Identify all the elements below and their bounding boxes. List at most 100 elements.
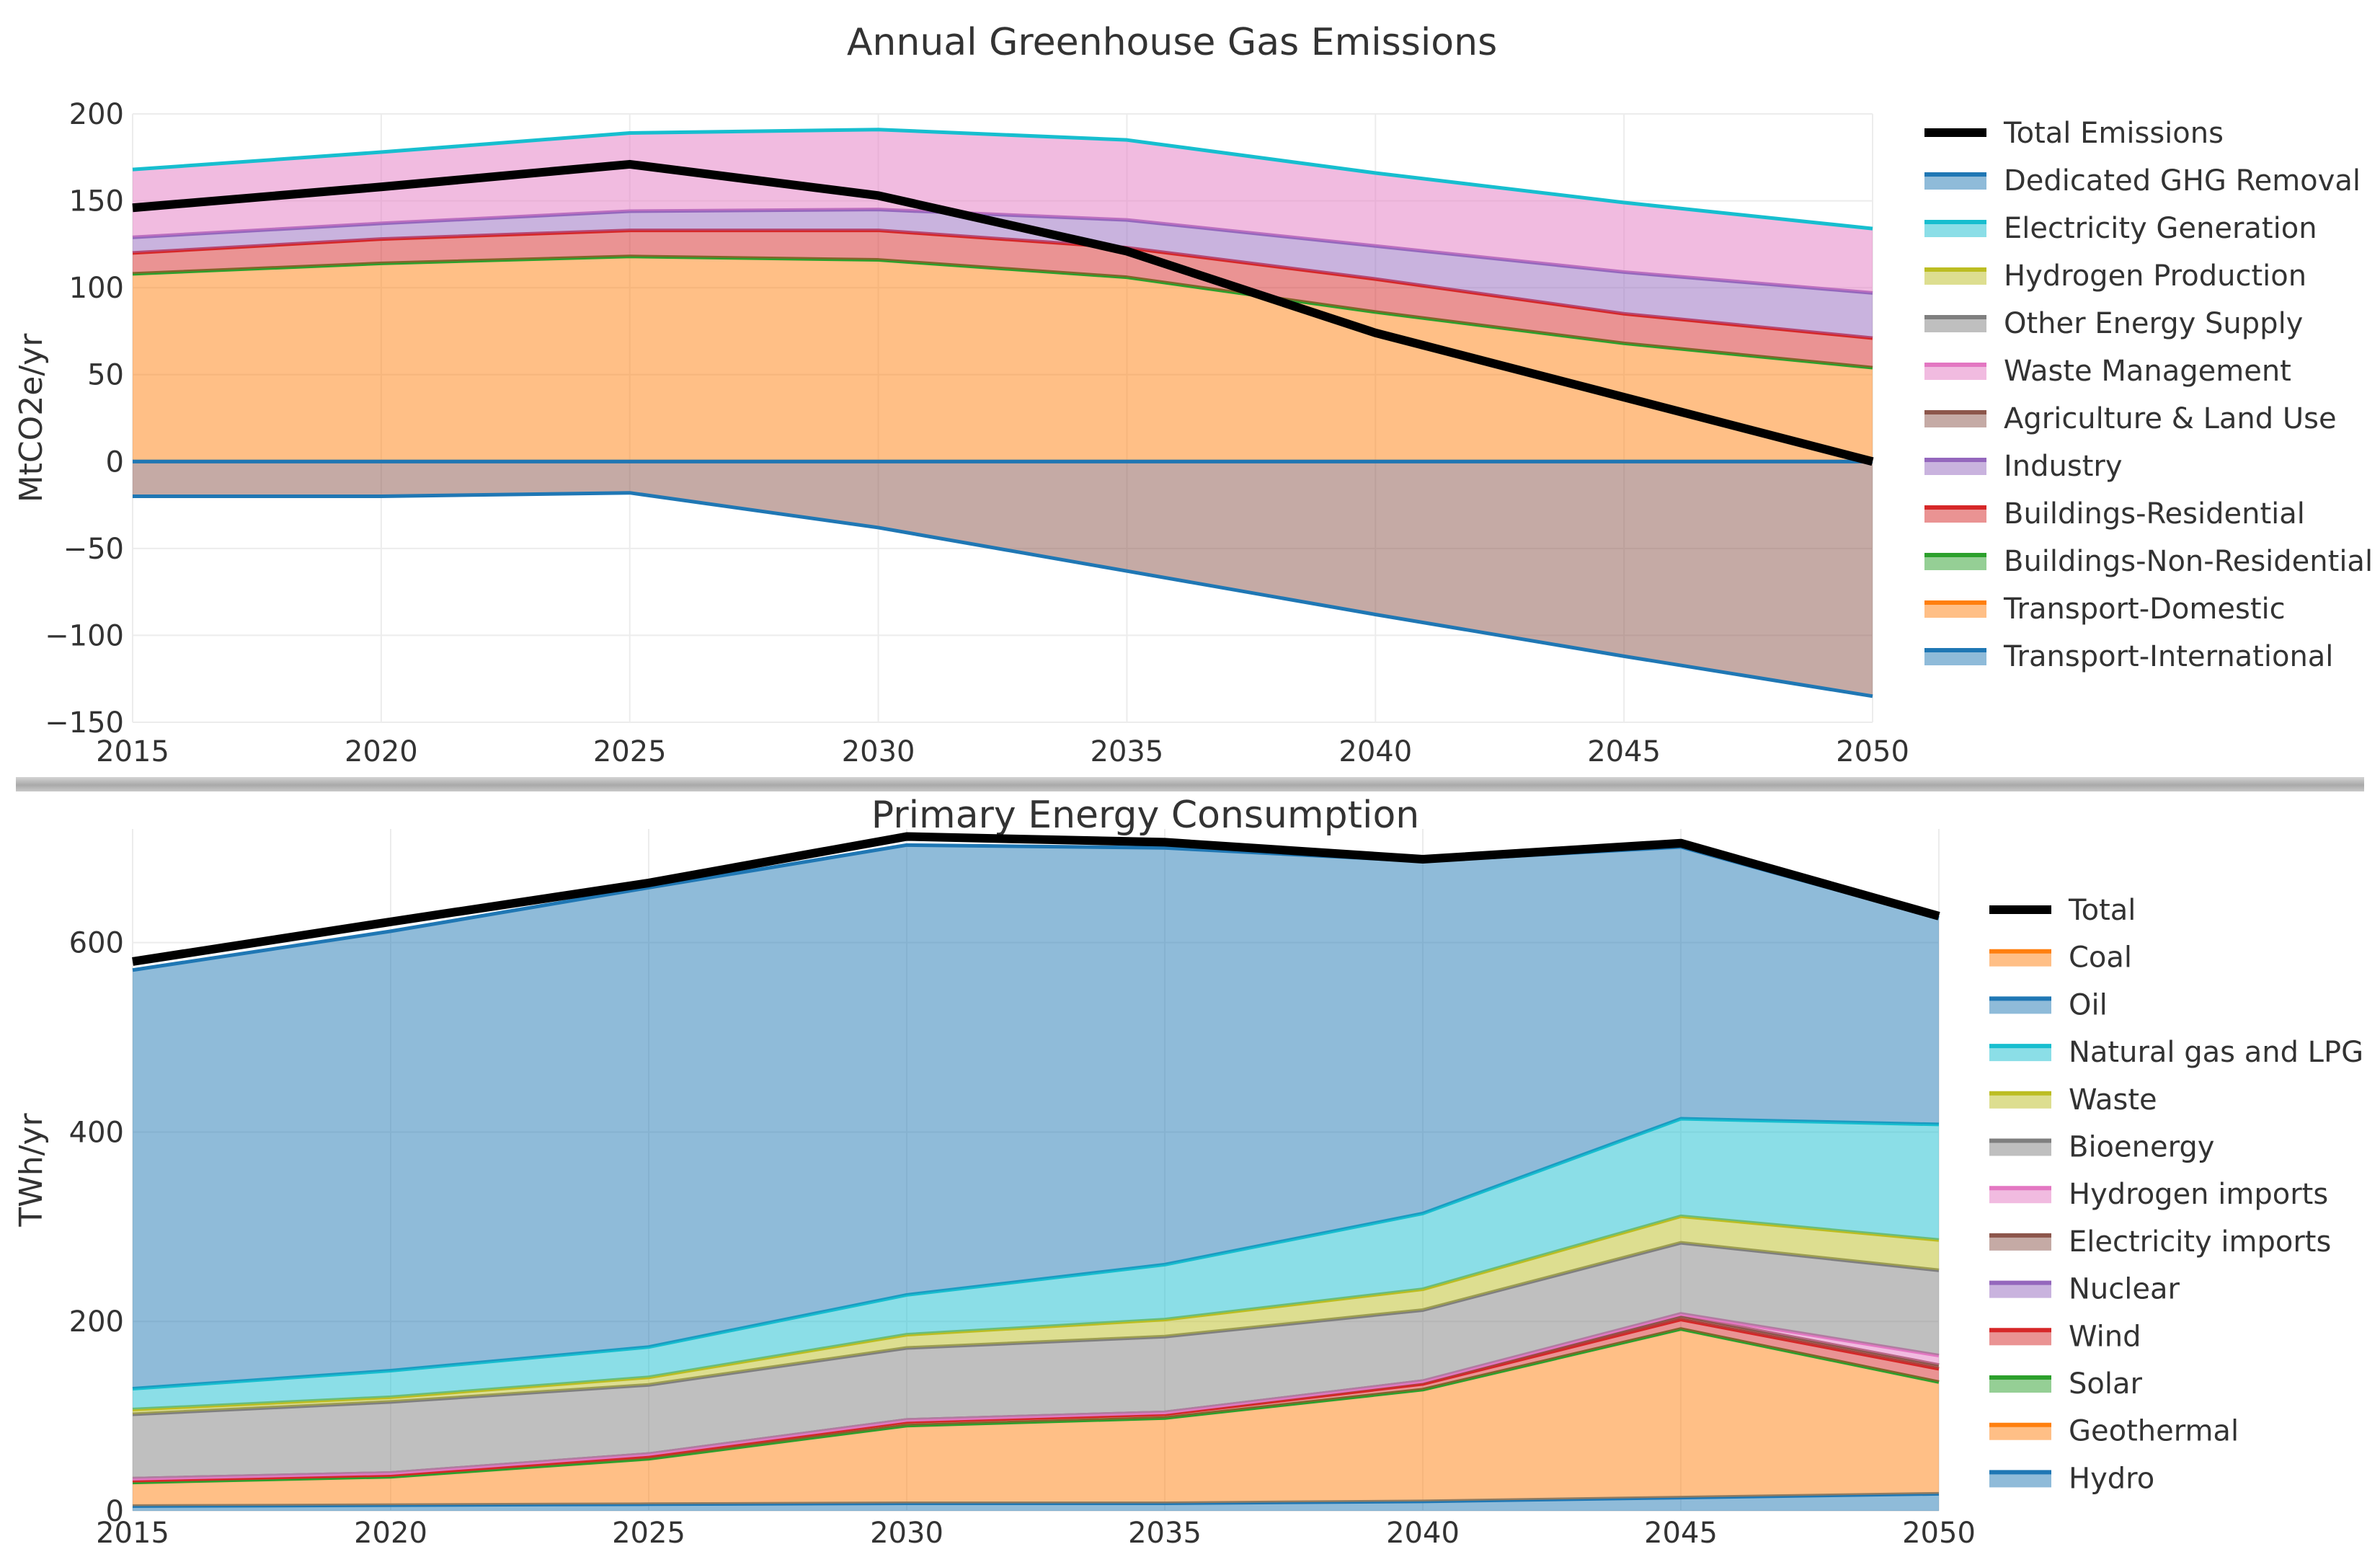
legend-label: Hydro (2069, 1462, 2154, 1495)
legend-swatch (1924, 412, 1986, 427)
legend-item-geothermal: Geothermal (1989, 1415, 2239, 1448)
area-transport-domestic (133, 256, 1873, 462)
x-tick-label: 2050 (1836, 735, 1909, 768)
area-waste (133, 1216, 1939, 1414)
line-total (132, 832, 1940, 966)
legend-item-buildings-non-residential: Buildings-Non-Residential (1924, 545, 2373, 578)
legend-swatch (1989, 1187, 2051, 1204)
legend-swatch (1924, 221, 1986, 237)
y-tick-label: 100 (69, 272, 124, 305)
y-tick-labels: 0 200 400 600 (69, 927, 124, 1528)
legend-item-solar: Solar (1989, 1367, 2142, 1401)
legend-swatch (1924, 459, 1986, 475)
area-bioenergy (133, 1243, 1939, 1479)
legend-swatch (1989, 1282, 2051, 1298)
legend-label: Industry (2004, 450, 2123, 483)
legend-item-buildings-residential: Buildings-Residential (1924, 497, 2305, 531)
legend-item-oil: Oil (1989, 988, 2108, 1021)
y-tick-label: 400 (69, 1116, 124, 1149)
y-tick-label: 200 (69, 98, 124, 131)
legend-label: Total (2068, 894, 2136, 927)
y-axis-label: TWh/yr (13, 1112, 50, 1227)
legend-label: Wind (2069, 1320, 2141, 1353)
legend-swatch (1989, 1424, 2051, 1440)
legend-item-natural-gas-and-lpg: Natural gas and LPG (1989, 1036, 2363, 1069)
primary-energy-chart: Primary Energy Consumption 0 200 400 600 2015… (13, 794, 2363, 1550)
chart-divider (16, 777, 2364, 791)
line-agriculture-land-use (133, 491, 1873, 698)
legend-label: Geothermal (2069, 1415, 2239, 1448)
x-tick-labels: 2015 2020 2025 2030 2035 2040 2045 2050 (96, 1517, 1976, 1550)
area-layers (132, 128, 1873, 698)
x-tick-label: 2030 (870, 1517, 943, 1550)
legend-label: Total Emissions (2003, 117, 2224, 150)
legend-item-bioenergy: Bioenergy (1989, 1131, 2214, 1164)
legend-item-wind: Wind (1989, 1320, 2141, 1353)
x-tick-label: 2025 (612, 1517, 685, 1550)
x-tick-label: 2050 (1902, 1517, 1976, 1550)
legend-item-total-emissions: Total Emissions (1924, 117, 2224, 150)
x-tick-label: 2020 (345, 735, 418, 768)
x-tick-label: 2045 (1587, 735, 1661, 768)
legend-swatch (1989, 950, 2051, 967)
y-tick-label: −100 (45, 619, 124, 652)
legend-label: Agriculture & Land Use (2004, 402, 2337, 435)
y-tick-label: 200 (69, 1305, 124, 1339)
legend-label: Hydrogen imports (2069, 1178, 2328, 1211)
x-tick-label: 2020 (354, 1517, 427, 1550)
legend-swatch (1989, 1471, 2051, 1488)
legend-swatch (1924, 269, 1986, 285)
y-tick-label: 0 (106, 1495, 124, 1528)
legend-label: Dedicated GHG Removal (2004, 164, 2361, 198)
y-tick-labels: −150 −100 −50 0 50 100 150 200 (45, 98, 124, 740)
legend-item-industry: Industry (1924, 450, 2123, 483)
legend-item-electricity-imports: Electricity imports (1989, 1225, 2331, 1259)
legend-item-nuclear: Nuclear (1989, 1273, 2180, 1306)
chart-title: Annual Greenhouse Gas Emissions (847, 21, 1497, 64)
legend-item-electricity-generation: Electricity Generation (1924, 212, 2317, 245)
y-tick-label: 600 (69, 927, 124, 960)
y-tick-label: 50 (87, 359, 124, 392)
legend-item-total: Total (1989, 894, 2136, 927)
line-total-emissions (132, 159, 1874, 466)
legend-swatch (1924, 174, 1986, 190)
legend-label: Electricity Generation (2004, 212, 2317, 245)
legend-label: Electricity imports (2069, 1225, 2331, 1259)
x-tick-label: 2035 (1091, 735, 1164, 768)
legend-label: Hydrogen Production (2004, 260, 2306, 293)
legend-swatch (1924, 554, 1986, 570)
x-tick-label: 2040 (1386, 1517, 1460, 1550)
legend-label: Nuclear (2069, 1273, 2180, 1306)
area-layers (132, 843, 1940, 1511)
legend-swatch (1989, 1092, 2051, 1109)
legend-label: Waste (2069, 1083, 2157, 1117)
legend-swatch (1989, 1140, 2051, 1156)
legend-swatch (1924, 649, 1986, 665)
legend-item-coal: Coal (1989, 941, 2132, 975)
legend-item-hydrogen-production: Hydrogen Production (1924, 260, 2306, 293)
y-tick-label: −150 (45, 706, 124, 740)
legend-swatch (1924, 507, 1986, 523)
legend-label: Transport-International (2003, 640, 2333, 673)
y-tick-label: 150 (69, 185, 124, 218)
legend-label: Solar (2069, 1367, 2142, 1401)
legend-swatch (1989, 1045, 2051, 1062)
x-tick-label: 2035 (1128, 1517, 1202, 1550)
legend-label: Other Energy Supply (2004, 307, 2303, 340)
ghg-emissions-chart: Annual Greenhouse Gas Emissions−150−100−… (13, 21, 2373, 768)
area-hydro (133, 1494, 1939, 1511)
legend-swatch (1989, 1329, 2051, 1346)
x-tick-label: 2015 (96, 735, 169, 768)
legend-swatch (1989, 998, 2051, 1014)
legend-label: Coal (2069, 941, 2132, 975)
legend-label: Natural gas and LPG (2069, 1036, 2363, 1069)
legend-item-agriculture-land-use: Agriculture & Land Use (1924, 402, 2337, 435)
line-waste-management (132, 128, 1873, 231)
legend-item-hydro: Hydro (1989, 1462, 2154, 1495)
legend-label: Oil (2069, 988, 2108, 1021)
line-bioenergy (132, 1241, 1940, 1416)
x-tick-labels: 2015 2020 2025 2030 2035 2040 2045 2050 (96, 735, 1909, 768)
area-geothermal (133, 1328, 1939, 1507)
y-axis-label: MtCO2e/yr (13, 333, 50, 502)
